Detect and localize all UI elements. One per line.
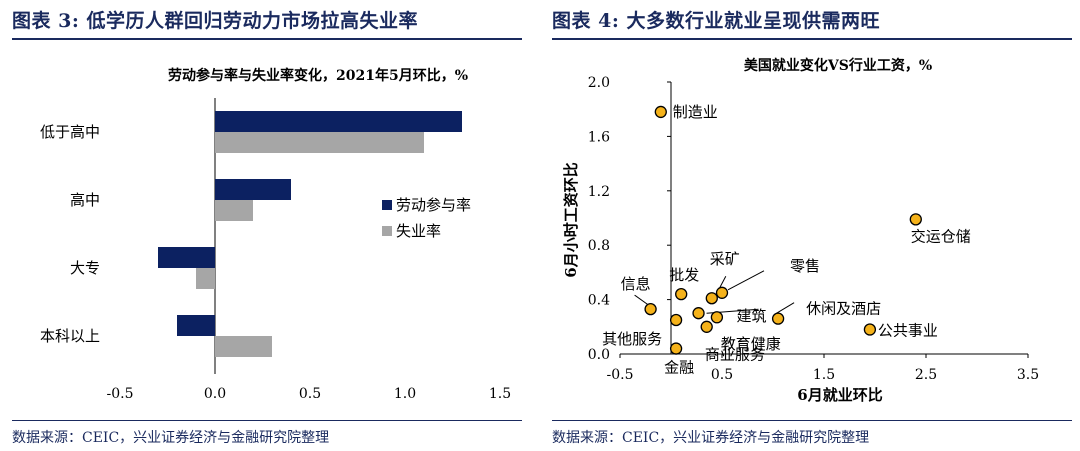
right-point-label: 制造业	[673, 103, 718, 121]
right-point-label: 休闲及酒店	[806, 300, 881, 318]
right-scatter-point	[654, 105, 667, 119]
right-y-tick-label: 1.2	[588, 184, 610, 200]
left-category-label: 大专	[70, 259, 100, 277]
right-source-rule	[552, 420, 1072, 421]
left-bar-participation	[215, 179, 291, 200]
right-point-label: 金融	[664, 359, 694, 377]
right-y-tick-label: 0.8	[588, 238, 610, 254]
left-x-tick-label: 1.0	[394, 386, 416, 402]
left-figure-title: 图表 3: 低学历人群回归劳动力市场拉高失业率	[12, 10, 418, 32]
right-scatter-point	[909, 213, 922, 226]
right-point-label: 建筑	[737, 307, 767, 325]
right-scatter-point	[669, 342, 683, 355]
right-point-label: 教育健康	[721, 335, 781, 353]
left-bar-participation	[177, 315, 215, 336]
right-x-tick-label: 1.5	[813, 367, 835, 383]
right-x-tick-label: 2.5	[915, 367, 937, 383]
left-category-label: 高中	[70, 191, 100, 209]
left-category-label: 本科以上	[40, 327, 100, 345]
right-y-tick-label: 2.0	[588, 75, 610, 91]
right-y-tick-label: 1.6	[588, 129, 610, 145]
right-point-label: 采矿	[710, 250, 740, 268]
right-scatter-point	[710, 311, 724, 324]
left-x-tick-label: 1.5	[489, 386, 511, 402]
right-scatter-point	[705, 292, 718, 305]
right-scatter-point	[669, 313, 683, 327]
right-point-label: 零售	[790, 257, 820, 275]
left-bar-unemployment	[215, 132, 424, 153]
right-scatter-point	[692, 307, 705, 320]
right-point-label: 批发	[669, 266, 699, 284]
left-legend-label: 失业率	[396, 222, 441, 240]
left-bar-unemployment	[196, 268, 215, 289]
right-point-label: 交运仓储	[911, 227, 971, 245]
right-scatter-point	[675, 288, 688, 301]
left-bar-unemployment	[215, 200, 253, 221]
left-bar-participation	[158, 247, 215, 268]
right-source-note: 数据来源：CEIC，兴业证券经济与金融研究院整理	[552, 430, 870, 446]
right-x-tick-label: -0.5	[607, 367, 634, 383]
right-scatter-point	[863, 323, 877, 336]
right-x-axis-title: 6月就业环比	[797, 386, 882, 404]
left-chart-title: 劳动参与率与失业率变化，2021年5月环比，%	[168, 67, 468, 84]
right-chart-title: 美国就业变化VS行业工资，%	[744, 57, 932, 74]
right-point-leader-line	[634, 294, 649, 306]
right-figure-panel: 图表 4: 大多数行业就业呈现供需两旺 美国就业变化VS行业工资，% 0.0 0.4…	[540, 0, 1080, 451]
left-legend-swatch	[382, 200, 392, 210]
right-point-label: 其他服务	[602, 330, 662, 348]
right-point-label: 公共事业	[878, 322, 938, 340]
right-point-label: 信息	[621, 275, 651, 293]
right-point-label: 商业服务	[705, 345, 765, 363]
left-bar-participation	[215, 111, 462, 132]
right-scatter-point	[644, 302, 657, 316]
right-y-tick-label: 0.4	[588, 293, 610, 309]
right-y-tick-label: 0.0	[588, 347, 610, 363]
right-point-leader-line	[727, 270, 765, 291]
right-scatter-point	[700, 320, 713, 333]
left-x-tick-label: 0.0	[204, 386, 226, 402]
right-y-axis-title: 6月小时工资环比	[562, 162, 580, 277]
left-category-label: 低于高中	[40, 123, 100, 141]
left-bar-unemployment	[215, 336, 272, 357]
right-x-tick-label: 0.5	[711, 367, 733, 383]
right-figure-title: 图表 4: 大多数行业就业呈现供需两旺	[552, 10, 880, 32]
left-legend-label: 劳动参与率	[396, 196, 471, 214]
right-x-tick-label: 3.5	[1017, 367, 1039, 383]
right-scatter-point	[771, 312, 785, 325]
right-scatter-point	[715, 286, 729, 299]
left-x-tick-label: -0.5	[107, 386, 134, 402]
right-scatter-chart: 美国就业变化VS行业工资，% 0.0 0.4 0.8 1.2 1.6 2.0 -0.5 0.5 1…	[562, 57, 1039, 404]
left-legend-swatch	[382, 226, 392, 236]
left-title-rule	[12, 38, 522, 40]
right-title-rule	[552, 38, 1072, 40]
left-figure-panel: 图表 3: 低学历人群回归劳动力市场拉高失业率 劳动参与率与失业率变化，2021…	[0, 0, 530, 451]
left-source-rule	[12, 420, 522, 421]
left-x-tick-label: 0.5	[299, 386, 321, 402]
left-source-note: 数据来源：CEIC，兴业证券经济与金融研究院整理	[12, 430, 330, 446]
